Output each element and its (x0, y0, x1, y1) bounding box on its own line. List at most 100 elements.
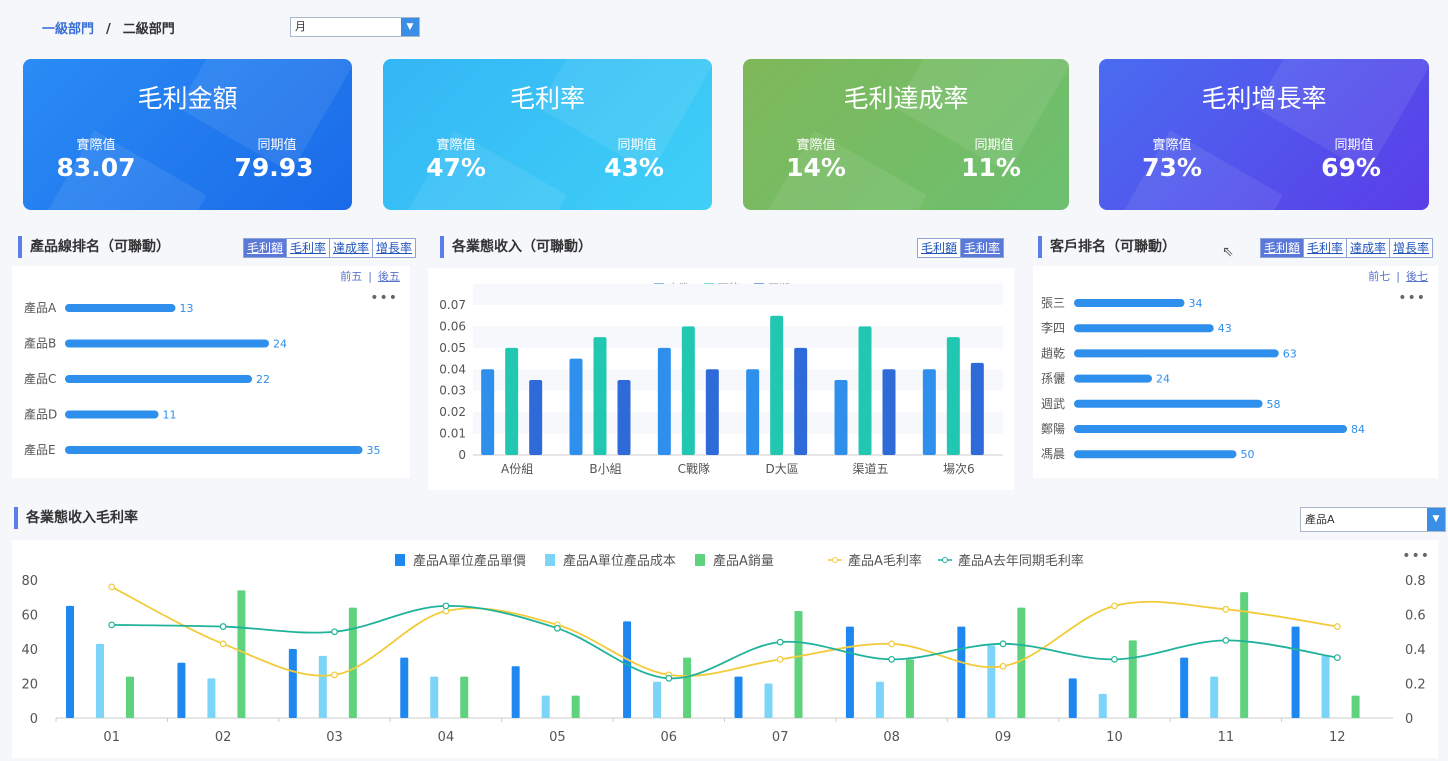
bar-category-label: 馮晨 (1041, 447, 1065, 461)
more-options-icon[interactable]: ••• (1402, 548, 1430, 564)
y-tick-label: 0.07 (439, 298, 466, 312)
legend-swatch (545, 554, 555, 566)
line-series (111, 586, 1338, 677)
tab-customer-rank-2[interactable]: 達成率 (1346, 239, 1390, 257)
bar-category-label: 產品B (24, 336, 56, 351)
kpi-title: 毛利金額 (137, 84, 238, 113)
bar (770, 315, 784, 455)
next-seven-link[interactable]: 後七 (1406, 270, 1428, 283)
kpi-title: 毛利增長率 (1201, 84, 1327, 113)
kpi-actual-value: 47% (426, 153, 486, 182)
line-point (1111, 655, 1118, 663)
x-tick-label: 02 (215, 730, 232, 745)
bar (623, 621, 632, 718)
line-point (1111, 602, 1118, 610)
y-left-tick-label: 40 (21, 643, 38, 658)
bar (1351, 695, 1360, 718)
bar (348, 607, 357, 718)
mouse-cursor-icon: ⇖ (1222, 244, 1234, 260)
bar-category-label: 孫儷 (1041, 372, 1065, 386)
x-tick-label: D大區 (766, 462, 799, 476)
bar (653, 681, 662, 718)
legend-swatch (942, 557, 948, 563)
bar (1074, 399, 1263, 408)
product-select[interactable]: 產品A ▼ (1300, 507, 1446, 532)
bar-category-label: 週武 (1041, 397, 1065, 411)
prev-seven-link[interactable]: 前七 (1368, 270, 1391, 283)
bar (845, 626, 854, 718)
tab-product-rank-3[interactable]: 增長率 (372, 239, 416, 257)
tab-product-rank-0[interactable]: 毛利額 (244, 239, 287, 257)
kpi-title: 毛利率 (509, 84, 585, 113)
bar (1210, 676, 1219, 718)
more-options-icon[interactable]: ••• (1398, 290, 1426, 306)
tab-product-rank-1[interactable]: 毛利率 (286, 239, 330, 257)
kpi-actual-label: 實際值 (1152, 138, 1192, 153)
y-right-tick-label: 0.2 (1405, 678, 1426, 693)
legend-swatch (395, 554, 405, 566)
x-tick-label: A份組 (501, 462, 533, 476)
bar (1074, 374, 1152, 383)
kpi-card: 毛利增長率 實際值 73% 同期值 69% (1099, 59, 1429, 210)
margin-combo-chart: 產品A單位產品單價 產品A單位產品成本 產品A銷量 產品A毛利率 產品A去年同期毛利率 0… (21, 553, 1426, 745)
bar (1240, 592, 1249, 718)
tab-customer-rank-1[interactable]: 毛利率 (1303, 239, 1347, 257)
bar-category-label: 李四 (1041, 320, 1065, 335)
bar-category-label: 張三 (1041, 296, 1065, 310)
more-options-icon[interactable]: ••• (370, 290, 398, 306)
bar (657, 347, 671, 455)
bar-value-label: 13 (180, 302, 194, 315)
x-tick-label: 03 (326, 730, 343, 745)
period-select[interactable]: 月 ▼ (290, 17, 420, 37)
tab-customer-rank-0[interactable]: 毛利額 (1261, 239, 1304, 257)
kpi-actual-label: 實際值 (436, 138, 476, 153)
chevron-down-icon[interactable]: ▼ (401, 18, 419, 36)
bar-value-label: 22 (256, 373, 270, 386)
product-rank-pager: 前五 | 後五 (340, 270, 400, 283)
tab-business-income-0[interactable]: 毛利額 (918, 239, 961, 257)
bar (65, 339, 269, 348)
bar (318, 655, 327, 718)
bar (1291, 626, 1300, 718)
bar (1017, 607, 1026, 718)
product-select-value: 產品A (1305, 513, 1335, 526)
bar (1074, 349, 1279, 358)
y-right-tick-label: 0 (1405, 712, 1413, 727)
product-rank-title: 產品線排名（可聯動） (18, 236, 170, 258)
breadcrumb-level1-link[interactable]: 一級部門 (42, 22, 95, 37)
product-rank-chart: 產品A 13 產品B 24 產品C 22 產品D 11 產品E 35 (24, 300, 381, 457)
kpi-prior-label: 同期值 (257, 138, 297, 153)
bar (734, 676, 743, 718)
next-five-link[interactable]: 後五 (378, 270, 400, 283)
tab-product-rank-2[interactable]: 達成率 (329, 239, 373, 257)
tab-customer-rank-3[interactable]: 增長率 (1389, 239, 1433, 257)
y-right-tick-label: 0.8 (1405, 574, 1426, 589)
bar (683, 657, 692, 718)
kpi-prior-value: 43% (604, 153, 664, 182)
x-tick-label: 07 (772, 730, 789, 745)
bar (705, 369, 719, 455)
bar (541, 695, 550, 718)
prev-five-link[interactable]: 前五 (340, 270, 363, 283)
customer-rank-tabs: 毛利額 毛利率 達成率 增長率 (1260, 238, 1434, 258)
bar-value-label: 34 (1189, 297, 1203, 310)
y-right-tick-label: 0.6 (1405, 609, 1426, 624)
bar (794, 347, 808, 455)
bar (593, 337, 607, 455)
chevron-down-icon[interactable]: ▼ (1427, 508, 1445, 531)
bar (460, 676, 469, 718)
grid-band (473, 326, 1003, 348)
bar (1068, 678, 1077, 718)
legend-label: 產品A去年同期毛利率 (958, 553, 1084, 569)
line-point (1333, 654, 1341, 662)
x-tick-label: 06 (661, 730, 678, 745)
tab-business-income-1[interactable]: 毛利率 (960, 239, 1004, 257)
bar-category-label: 鄭陽 (1041, 421, 1065, 436)
bar (529, 380, 543, 455)
line-point (219, 623, 227, 630)
kpi-card: 毛利率 實際值 47% 同期值 43% (383, 59, 712, 210)
bar (65, 375, 252, 383)
line-point (1222, 636, 1230, 644)
bar (794, 611, 803, 718)
